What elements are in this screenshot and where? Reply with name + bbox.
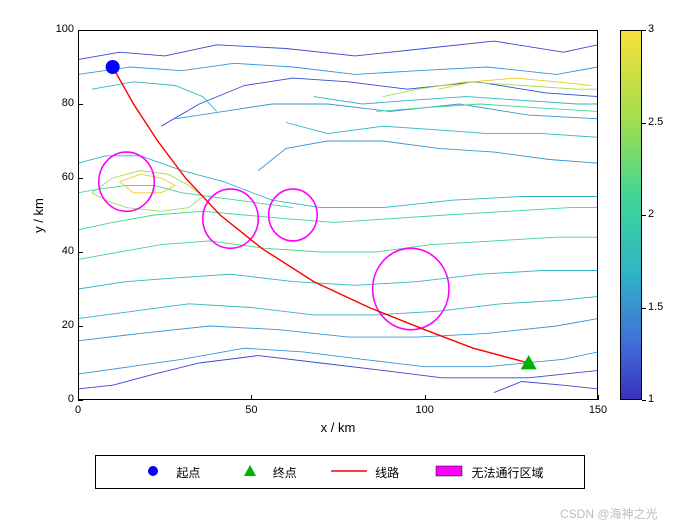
obstacle-circle xyxy=(269,189,318,241)
contour-line xyxy=(175,104,598,119)
contour-line xyxy=(78,271,598,290)
y-tick-label: 100 xyxy=(44,23,74,35)
legend-item: 起点 xyxy=(136,464,200,481)
contour-line xyxy=(494,382,598,393)
y-tick-label: 20 xyxy=(44,319,74,331)
colorbar-tick-mark xyxy=(642,123,646,124)
legend-swatch xyxy=(136,464,170,481)
plot-svg xyxy=(78,30,598,400)
legend-label: 无法通行区域 xyxy=(472,464,544,481)
legend-swatch xyxy=(233,464,267,481)
watermark: CSDN @海神之光 xyxy=(560,505,658,522)
colorbar-tick-label: 2.5 xyxy=(648,116,663,128)
colorbar-tick-mark xyxy=(642,400,646,401)
colorbar-tick-label: 3 xyxy=(648,23,654,35)
plot-area xyxy=(78,30,598,400)
legend-swatch xyxy=(329,464,369,481)
contour-line xyxy=(161,78,598,126)
x-tick-mark xyxy=(425,395,426,400)
y-tick-mark xyxy=(78,326,83,327)
y-tick-mark xyxy=(78,104,83,105)
y-tick-label: 0 xyxy=(44,393,74,405)
obstacle-circle xyxy=(373,248,449,329)
y-tick-mark xyxy=(78,30,83,31)
y-tick-label: 80 xyxy=(44,97,74,109)
y-tick-mark xyxy=(78,178,83,179)
contour-line xyxy=(78,237,598,259)
contour-line xyxy=(314,97,598,104)
contour-line xyxy=(78,63,598,74)
colorbar xyxy=(620,30,642,400)
contour-line xyxy=(92,82,217,112)
contour-line xyxy=(78,41,598,60)
legend: 起点 终点 线路 无法通行区域 xyxy=(95,455,585,489)
colorbar-tick-mark xyxy=(642,308,646,309)
legend-label: 线路 xyxy=(375,464,399,481)
x-tick-label: 0 xyxy=(63,404,93,416)
legend-label: 终点 xyxy=(273,464,297,481)
contour-line xyxy=(376,104,598,111)
legend-swatch xyxy=(432,464,466,481)
colorbar-tick-mark xyxy=(642,215,646,216)
contour-line xyxy=(286,123,598,138)
colorbar-tick-mark xyxy=(642,30,646,31)
legend-label: 起点 xyxy=(176,464,200,481)
contour-line xyxy=(78,319,598,341)
contour-line xyxy=(78,156,598,208)
contour-line xyxy=(78,296,598,318)
legend-item: 线路 xyxy=(329,464,399,481)
route-line xyxy=(113,67,529,363)
y-tick-label: 60 xyxy=(44,171,74,183)
x-axis-label: x / km xyxy=(78,420,598,435)
start-point-marker xyxy=(106,60,120,74)
y-tick-label: 40 xyxy=(44,245,74,257)
colorbar-tick-label: 1.5 xyxy=(648,301,663,313)
contour-line xyxy=(78,185,293,207)
y-axis-label: y / km xyxy=(28,30,48,400)
contour-line xyxy=(120,174,176,193)
y-tick-mark xyxy=(78,400,83,401)
colorbar-tick-label: 2 xyxy=(648,208,654,220)
y-tick-mark xyxy=(78,252,83,253)
x-tick-label: 50 xyxy=(236,404,266,416)
legend-item: 终点 xyxy=(233,464,297,481)
x-tick-mark xyxy=(251,395,252,400)
x-tick-mark xyxy=(598,395,599,400)
colorbar-tick-label: 1 xyxy=(648,393,654,405)
legend-item: 无法通行区域 xyxy=(432,464,544,481)
x-tick-label: 150 xyxy=(583,404,613,416)
x-tick-label: 100 xyxy=(410,404,440,416)
contour-line xyxy=(258,141,598,171)
